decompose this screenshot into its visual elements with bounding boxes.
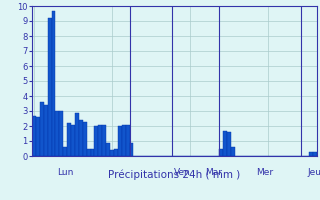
Bar	[313, 152, 317, 156]
Bar	[122, 124, 126, 156]
Bar	[55, 111, 59, 156]
Text: Jeu: Jeu	[307, 168, 320, 177]
Bar	[102, 124, 106, 156]
Text: Ven: Ven	[174, 168, 191, 177]
Bar	[227, 132, 231, 156]
Bar	[98, 124, 102, 156]
Text: Mer: Mer	[256, 168, 274, 177]
Bar	[44, 105, 48, 156]
X-axis label: Précipitations 24h ( mm ): Précipitations 24h ( mm )	[108, 170, 241, 180]
Bar	[130, 142, 133, 156]
Bar	[36, 117, 40, 156]
Bar	[52, 10, 55, 156]
Bar	[59, 111, 63, 156]
Bar	[114, 148, 118, 156]
Bar	[63, 147, 67, 156]
Bar	[71, 124, 75, 156]
Text: Mar: Mar	[206, 168, 223, 177]
Bar	[32, 116, 36, 156]
Bar	[91, 148, 94, 156]
Bar	[75, 112, 79, 156]
Bar	[309, 152, 313, 156]
Bar	[118, 126, 122, 156]
Bar	[83, 121, 87, 156]
Text: Lun: Lun	[57, 168, 74, 177]
Bar	[126, 124, 130, 156]
Bar	[40, 102, 44, 156]
Bar	[67, 123, 71, 156]
Bar	[110, 150, 114, 156]
Bar	[79, 120, 83, 156]
Bar	[48, 18, 52, 156]
Bar	[106, 142, 110, 156]
Bar	[223, 130, 227, 156]
Bar	[219, 148, 223, 156]
Bar	[87, 148, 91, 156]
Bar	[231, 147, 235, 156]
Bar	[94, 126, 98, 156]
